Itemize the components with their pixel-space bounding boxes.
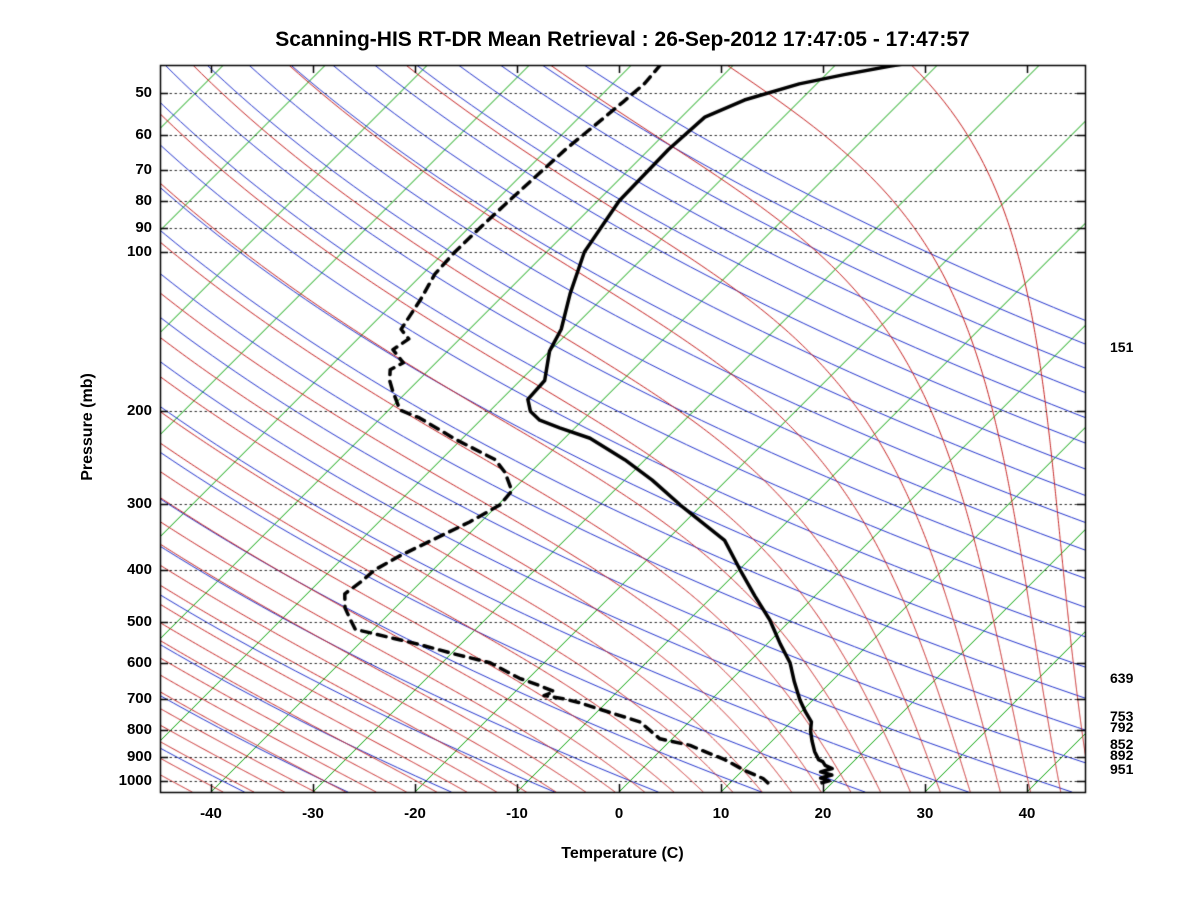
x-tick-label: -30 xyxy=(302,805,324,822)
x-tick-label: -20 xyxy=(404,805,426,822)
level-label: 852 xyxy=(1110,736,1134,752)
y-tick-label: 100 xyxy=(126,242,152,260)
y-tick-label: 200 xyxy=(126,402,152,420)
y-tick-label: 70 xyxy=(135,161,152,179)
level-label: 753 xyxy=(1110,707,1134,724)
y-tick-label: 900 xyxy=(126,747,152,765)
x-tick-label: 40 xyxy=(1018,805,1036,822)
x-tick-label: 0 xyxy=(614,805,624,822)
x-tick-label: 30 xyxy=(916,805,934,822)
level-label: 951 xyxy=(1110,761,1134,778)
level-label: 151 xyxy=(1110,338,1134,355)
y-tick-label: 50 xyxy=(135,83,152,101)
level-label: 892 xyxy=(1110,746,1134,763)
level-label: 792 xyxy=(1110,719,1134,736)
y-tick-label: 80 xyxy=(135,191,152,209)
level-label: 639 xyxy=(1110,669,1134,686)
y-tick-label: 500 xyxy=(126,612,152,630)
y-tick-label: 600 xyxy=(126,654,152,672)
x-tick-label: 20 xyxy=(814,805,832,822)
x-tick-label: 10 xyxy=(712,805,730,822)
y-tick-label: 300 xyxy=(126,495,152,513)
y-tick-label: 60 xyxy=(135,125,152,143)
y-axis-label: Pressure (mb) xyxy=(79,373,96,481)
y-tick-label: 1000 xyxy=(118,771,152,789)
y-tick-label: 800 xyxy=(126,720,152,738)
y-tick-label: 700 xyxy=(126,689,152,707)
y-tick-label: 90 xyxy=(135,218,152,236)
y-tick-label: 400 xyxy=(126,561,152,579)
chart-title: Scanning-HIS RT-DR Mean Retrieval : 26-S… xyxy=(275,28,970,51)
x-tick-label: -10 xyxy=(506,805,528,822)
x-tick-label: -40 xyxy=(200,805,222,822)
x-axis-label: Temperature (C) xyxy=(561,845,684,862)
